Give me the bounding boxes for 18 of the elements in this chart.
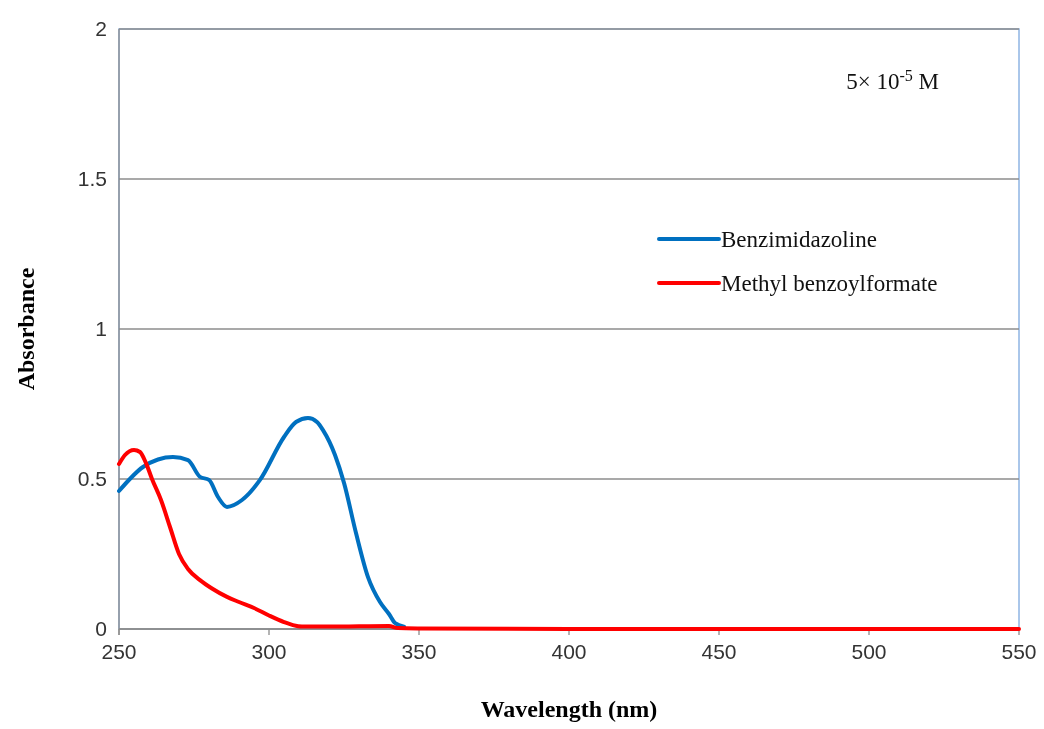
x-tick-label: 550 — [1001, 640, 1037, 663]
x-tick-label: 350 — [401, 640, 437, 663]
y-tick-label: 0.5 — [77, 467, 107, 490]
x-tick-label: 300 — [251, 640, 287, 663]
line-series — [117, 416, 406, 629]
x-tick-label: 250 — [101, 640, 137, 663]
x-tick-label: 450 — [701, 640, 737, 663]
y-tick-label: 1 — [95, 317, 107, 340]
legend-label: Methyl benzoylformate — [721, 271, 938, 296]
annotation: 5× 10$^{-5}$ M — [846, 66, 939, 94]
y-tick-label: 2 — [95, 17, 107, 40]
y-tick-label: 0 — [95, 617, 107, 640]
y-axis-title: Absorbance — [13, 267, 39, 391]
x-axis-title: Wavelength (nm) — [480, 696, 658, 722]
x-tick-label: 500 — [851, 640, 887, 663]
y-tick-label: 1.5 — [77, 167, 107, 190]
legend-label: Benzimidazoline — [721, 227, 877, 252]
x-tick-label: 400 — [551, 640, 587, 663]
